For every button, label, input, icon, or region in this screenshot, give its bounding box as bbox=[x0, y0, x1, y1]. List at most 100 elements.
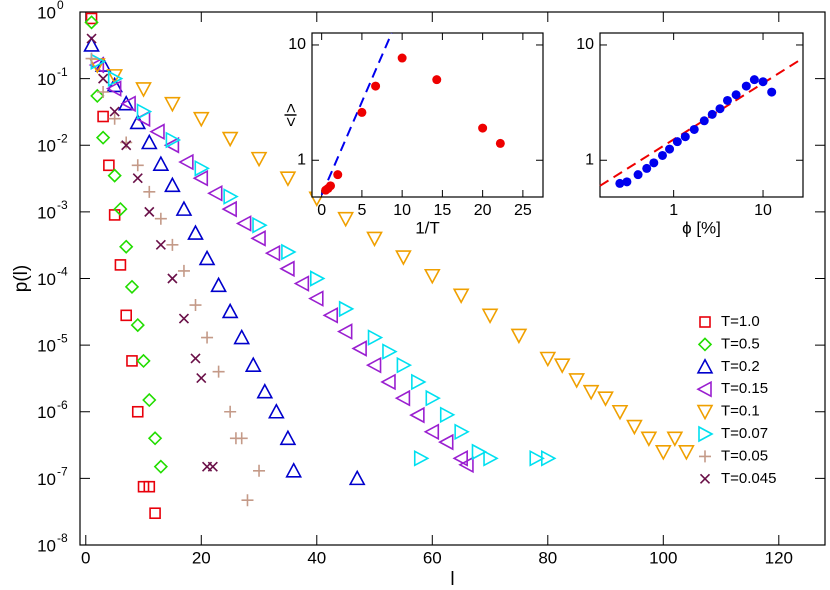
data-point bbox=[114, 259, 127, 271]
data-point bbox=[86, 33, 97, 44]
y-tick-power: -5 bbox=[57, 331, 68, 345]
data-point bbox=[365, 356, 382, 374]
data-point bbox=[425, 389, 441, 407]
data-point bbox=[136, 353, 151, 369]
data-point bbox=[121, 140, 132, 151]
legend-marker bbox=[697, 337, 713, 352]
data-point bbox=[394, 389, 411, 407]
legend-marker bbox=[699, 450, 711, 463]
legend-label: T=0.1 bbox=[721, 403, 760, 420]
data-point bbox=[166, 238, 179, 251]
data-point bbox=[120, 309, 133, 322]
data-point bbox=[397, 53, 407, 63]
data-point bbox=[439, 406, 456, 424]
data-point bbox=[264, 244, 281, 262]
data-point bbox=[165, 131, 182, 149]
data-point bbox=[198, 249, 216, 266]
data-point bbox=[107, 70, 124, 87]
data-point bbox=[143, 185, 156, 198]
data-point bbox=[699, 116, 709, 126]
data-point bbox=[767, 87, 777, 97]
data-point bbox=[649, 158, 659, 168]
data-point bbox=[167, 273, 178, 284]
data-point bbox=[366, 231, 383, 248]
data-point bbox=[107, 168, 122, 183]
data-point bbox=[285, 462, 303, 478]
data-point bbox=[113, 201, 128, 217]
data-point bbox=[471, 443, 488, 461]
y-tick-power: -6 bbox=[57, 398, 68, 412]
data-point bbox=[326, 181, 336, 191]
x-tick-label: 20 bbox=[192, 548, 211, 567]
data-point bbox=[221, 200, 237, 218]
data-point bbox=[540, 449, 557, 467]
data-point bbox=[322, 306, 339, 324]
x-tick-label: 60 bbox=[423, 548, 442, 567]
data-point bbox=[665, 144, 675, 154]
y-tick-label: 10 bbox=[37, 3, 56, 22]
y-tick-power: -1 bbox=[57, 65, 68, 79]
data-point bbox=[495, 138, 505, 148]
data-point bbox=[279, 260, 295, 278]
data-point bbox=[175, 200, 193, 216]
y-tick-power: -4 bbox=[57, 265, 68, 279]
data-point bbox=[194, 160, 210, 177]
data-point bbox=[190, 353, 201, 364]
x-axis-label: 1/T bbox=[415, 218, 440, 237]
data-point bbox=[722, 95, 732, 105]
data-point bbox=[192, 169, 209, 187]
data-point bbox=[626, 419, 643, 436]
data-point bbox=[130, 317, 145, 333]
data-point bbox=[221, 302, 239, 319]
data-point bbox=[196, 373, 207, 384]
legend-label: T=0.5 bbox=[721, 335, 760, 352]
data-point bbox=[120, 95, 136, 113]
data-point bbox=[672, 137, 682, 147]
x-tick-label: 0 bbox=[81, 548, 90, 567]
data-point bbox=[348, 469, 366, 486]
y-tick-power: -7 bbox=[57, 465, 68, 479]
data-point bbox=[210, 276, 227, 293]
data-point bbox=[250, 230, 266, 247]
data-point bbox=[140, 133, 158, 150]
data-point bbox=[395, 250, 412, 266]
y-tick-power: -2 bbox=[57, 131, 68, 145]
data-point bbox=[143, 480, 156, 493]
data-point bbox=[553, 358, 571, 374]
y-tick-label: 10 bbox=[37, 137, 56, 156]
y-tick-power: -3 bbox=[57, 198, 68, 212]
data-point bbox=[201, 331, 214, 344]
data-point bbox=[568, 373, 586, 389]
data-point bbox=[689, 124, 699, 134]
data-point bbox=[338, 300, 355, 318]
data-point bbox=[189, 299, 202, 312]
data-point bbox=[147, 431, 163, 446]
data-point bbox=[90, 88, 105, 104]
data-point bbox=[177, 264, 190, 277]
x-tick-label: 20 bbox=[474, 202, 492, 219]
data-point bbox=[678, 445, 695, 461]
data-point bbox=[529, 449, 545, 467]
data-point bbox=[224, 405, 237, 418]
data-point bbox=[454, 423, 470, 441]
data-point bbox=[131, 159, 144, 172]
legend-label: T=0.2 bbox=[721, 358, 760, 375]
y-axis-label: <l> bbox=[281, 103, 300, 127]
x-axis-label: ϕ [%] bbox=[682, 218, 721, 237]
data-point bbox=[640, 431, 658, 447]
data-point bbox=[85, 12, 98, 25]
data-point bbox=[336, 323, 353, 340]
y-axis-label: p(l) bbox=[11, 265, 32, 292]
data-point bbox=[539, 351, 557, 368]
data-point bbox=[144, 206, 155, 217]
data-point bbox=[212, 365, 225, 378]
data-point bbox=[149, 507, 161, 520]
data-point bbox=[741, 81, 751, 91]
data-point bbox=[98, 73, 109, 84]
data-point bbox=[268, 403, 285, 419]
y-tick-label: 10 bbox=[288, 36, 306, 53]
y-tick-label: 1 bbox=[585, 151, 594, 168]
data-point bbox=[119, 239, 134, 254]
data-point bbox=[293, 275, 310, 292]
y-tick-power: 0 bbox=[57, 0, 64, 12]
